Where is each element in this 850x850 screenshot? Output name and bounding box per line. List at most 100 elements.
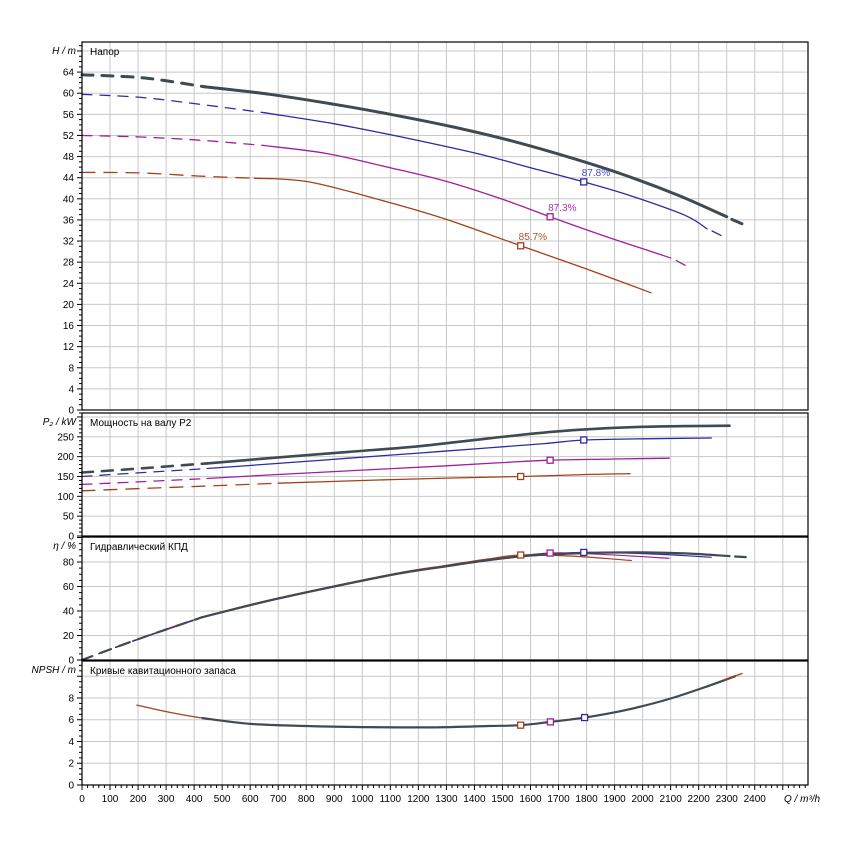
x-tick-label: 2200	[688, 794, 711, 805]
duty-point-marker-red	[517, 242, 525, 250]
y-tick-label: 40	[63, 606, 75, 617]
npsh-curve-red-2	[723, 672, 743, 681]
y-axis-unit-eff: η / %	[53, 541, 76, 552]
x-tick-label: 1300	[435, 794, 458, 805]
curve-solid-segment	[201, 554, 632, 618]
y-tick-label: 250	[57, 432, 74, 443]
curve-solid-segment	[201, 551, 731, 619]
power-curve-dark-3	[80, 424, 731, 474]
curve-solid-segment	[203, 85, 729, 219]
y-tick-label: 32	[63, 237, 75, 248]
y-tick-label: 60	[63, 582, 75, 593]
y-tick-label: 12	[63, 342, 75, 353]
curve-tail-dash	[675, 259, 690, 269]
grid-power	[82, 413, 808, 536]
x-tick-label: 400	[186, 794, 203, 805]
y-tick-label: 52	[63, 131, 75, 142]
x-tick-label: 1200	[407, 794, 430, 805]
curve-dashed-segment	[81, 467, 208, 478]
x-tick-label: 1900	[603, 794, 626, 805]
y-tick-label: 50	[63, 512, 75, 523]
head-curve-red-0	[81, 171, 652, 294]
panel-frame	[81, 412, 809, 537]
x-tick-label: 900	[326, 794, 343, 805]
y-tick-label: 100	[57, 492, 74, 503]
panel-npsh: 0 2 4 6 8 NPSH / m Кривые кавитационного запас…	[32, 660, 809, 792]
grid-eff	[82, 536, 808, 660]
y-tick-label: 24	[63, 279, 75, 290]
duty-point-marker-magenta	[546, 718, 555, 726]
x-tick-label: 1600	[519, 794, 542, 805]
panel-eff: 0 20 40 60 80 η / % Гидравлический КПД	[53, 536, 809, 667]
y-tick-label: 8	[68, 363, 74, 374]
curve-dashed-segment	[80, 73, 207, 89]
head-curve-blue-2	[81, 93, 725, 238]
eff-curve-dark-3	[80, 551, 747, 662]
y-tick-label: 8	[68, 693, 74, 704]
y-ticks-power	[77, 412, 82, 537]
x-tick-label: 300	[158, 794, 175, 805]
x-tick-label: 0	[79, 794, 85, 805]
curve-solid-segment	[136, 704, 291, 727]
y-axis-unit-head: H / m	[52, 46, 76, 57]
x-tick-label: 1400	[463, 794, 486, 805]
x-tick-label: 2000	[631, 794, 654, 805]
y-ticks-eff	[77, 536, 82, 661]
head-curve-dark-3	[80, 73, 746, 227]
y-tick-label: 6	[68, 715, 74, 726]
curve-dashed-segment	[80, 462, 209, 474]
panel-frame	[81, 660, 809, 786]
eff-curve-blue-2	[81, 551, 712, 661]
duty-point-marker-blue	[580, 548, 588, 557]
eff-curve-magenta-1	[81, 552, 670, 661]
duty-point-marker-red	[517, 472, 525, 481]
x-tick-label: 1100	[380, 794, 402, 805]
curve-solid-segment	[206, 457, 670, 480]
y-tick-label: 28	[63, 258, 75, 269]
curve-dashed-segment	[80, 616, 204, 662]
x-tick-label: 500	[214, 794, 231, 805]
efficiency-label-magenta: 87.3%	[548, 203, 576, 214]
curve-solid-segment	[253, 177, 652, 294]
y-tick-label: 0	[68, 656, 74, 667]
y-tick-label: 20	[63, 631, 75, 642]
curve-solid-segment	[723, 672, 743, 681]
eff-curve-red-0	[81, 554, 632, 661]
y-ticks-npsh	[77, 664, 82, 786]
duty-point-marker-magenta	[546, 213, 554, 221]
power-curve-blue-2	[81, 437, 712, 478]
x-tick-label: 800	[298, 794, 315, 805]
x-tick-label: 2100	[660, 794, 683, 805]
y-tick-label: 48	[63, 152, 75, 163]
panel-title-npsh: Кривые кавитационного запаса	[90, 666, 236, 677]
curve-dashed-segment	[81, 93, 265, 114]
x-tick-label: 100	[102, 794, 119, 805]
efficiency-label-blue: 87.8%	[582, 168, 610, 179]
duty-point-marker-magenta	[546, 549, 554, 557]
curve-solid-segment	[263, 112, 708, 230]
curve-dashed-segment	[81, 134, 265, 147]
x-tick-label: 1800	[575, 794, 598, 805]
y-tick-label: 80	[63, 557, 75, 568]
efficiency-label-red: 85.7%	[519, 232, 547, 243]
y-tick-label: 40	[63, 194, 75, 205]
grid-npsh	[82, 661, 808, 785]
curve-tail-dash	[730, 217, 746, 227]
power-curve-magenta-1	[81, 457, 670, 486]
duty-point-marker-red	[517, 721, 525, 729]
npsh-curve-red-0	[136, 704, 291, 727]
head-curve-magenta-1	[81, 134, 690, 269]
x-tick-label: 2300	[716, 794, 739, 805]
curve-dashed-segment	[81, 477, 208, 486]
y-tick-label: 44	[63, 173, 75, 184]
curve-tail-dash	[711, 230, 725, 238]
y-tick-label: 200	[57, 452, 74, 463]
x-tick-label: 1000	[351, 794, 374, 805]
y-tick-label: 150	[57, 472, 74, 483]
x-tick-label: 200	[130, 794, 147, 805]
curve-solid-segment	[263, 144, 672, 259]
y-tick-label: 16	[63, 321, 75, 332]
curve-dashed-segment	[81, 482, 279, 492]
